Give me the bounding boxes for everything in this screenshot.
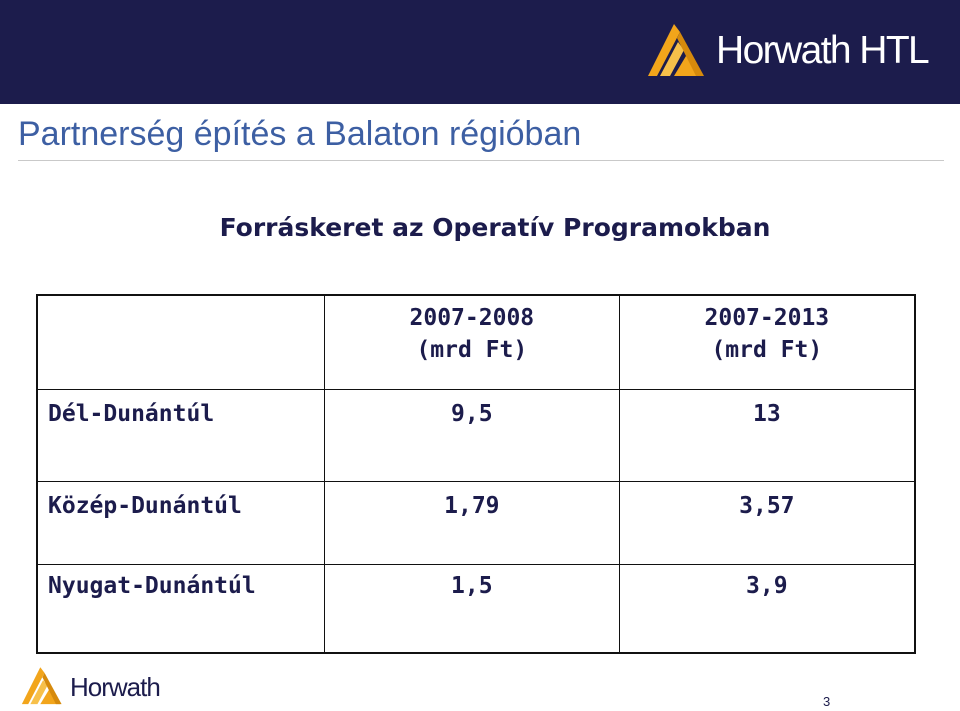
title-divider <box>18 160 944 161</box>
header-cell-empty <box>36 294 325 390</box>
funding-table: 2007-2008 (mrd Ft) 2007-2013 (mrd Ft) Dé… <box>36 294 916 654</box>
page-title: Partnerség építés a Balaton régióban <box>18 115 582 153</box>
table-header-row: 2007-2008 (mrd Ft) 2007-2013 (mrd Ft) <box>36 294 916 390</box>
value-2013-cell: 3,9 <box>618 564 916 654</box>
value-2013-cell: 3,57 <box>618 481 916 565</box>
table-subtitle: Forráskeret az Operatív Programokban <box>219 213 771 242</box>
header-band <box>0 0 960 104</box>
header-brand-text: Horwath HTL <box>716 29 930 72</box>
region-cell: Dél-Dunántúl <box>36 389 325 482</box>
footer-logo: Horwath <box>16 663 161 711</box>
value-2008-cell: 9,5 <box>324 389 620 482</box>
header-unit: (mrd Ft) <box>416 337 528 364</box>
table-row: Közép-Dunántúl 1,79 3,57 <box>36 481 916 565</box>
header-period: 2007-2013 <box>704 305 830 331</box>
value-2008-cell: 1,79 <box>324 481 620 565</box>
header-unit: (mrd Ft) <box>711 337 823 364</box>
page-number: 3 <box>823 694 831 709</box>
horwath-footer-logo-icon <box>21 667 62 705</box>
value-2008-cell: 1,5 <box>324 564 620 654</box>
header-period: 2007-2008 <box>409 305 535 331</box>
horwath-logo-icon <box>648 24 704 76</box>
value-2013-cell: 13 <box>618 389 916 482</box>
header-cell-2008: 2007-2008 (mrd Ft) <box>324 294 620 390</box>
region-cell: Nyugat-Dunántúl <box>36 564 325 654</box>
table-row: Nyugat-Dunántúl 1,5 3,9 <box>36 564 916 654</box>
table-row: Dél-Dunántúl 9,5 13 <box>36 389 916 482</box>
region-cell: Közép-Dunántúl <box>36 481 325 565</box>
footer-brand-text: Horwath <box>70 672 161 702</box>
header-cell-2013: 2007-2013 (mrd Ft) <box>618 294 916 390</box>
header-logo: Horwath HTL <box>644 18 930 80</box>
